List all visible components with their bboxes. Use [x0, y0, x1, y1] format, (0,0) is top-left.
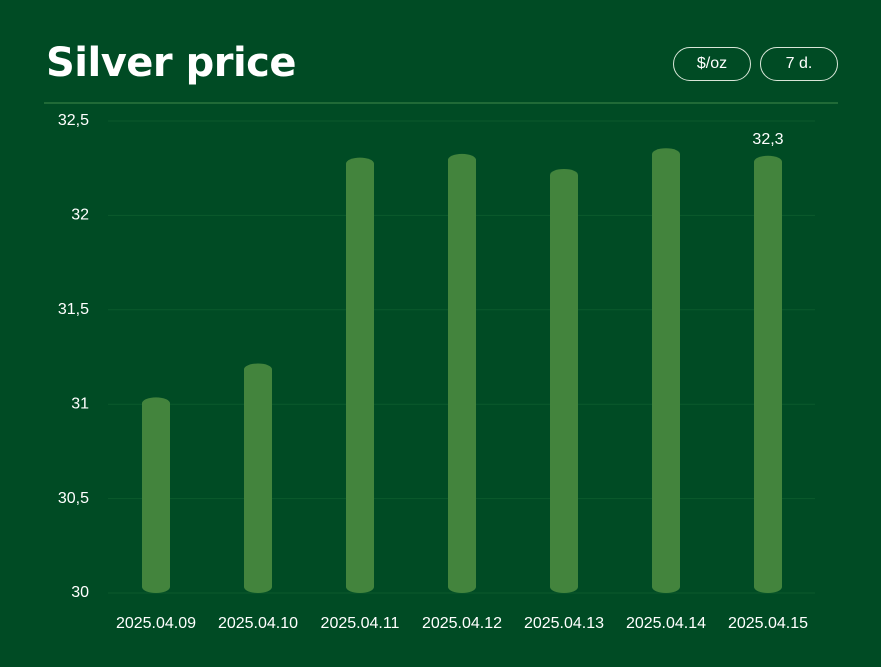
bar	[448, 153, 476, 593]
bar	[550, 168, 578, 593]
x-tick-label: 2025.04.09	[116, 615, 196, 632]
x-tick-label: 2025.04.12	[422, 615, 502, 632]
x-tick-label: 2025.04.11	[321, 615, 400, 632]
chart-title: Silver price	[46, 40, 297, 86]
bar	[142, 397, 170, 593]
y-tick-label: 32	[71, 207, 89, 224]
value-label: 32,3	[752, 131, 783, 148]
y-tick-label: 31	[71, 395, 89, 412]
bar	[346, 157, 374, 593]
y-tick-label: 31,5	[58, 301, 89, 318]
x-tick-label: 2025.04.14	[626, 615, 706, 632]
bar	[652, 148, 680, 593]
y-tick-label: 30,5	[58, 490, 89, 507]
y-tick-label: 32,5	[58, 112, 89, 129]
x-tick-label: 2025.04.15	[728, 615, 808, 632]
x-tick-label: 2025.04.13	[524, 615, 604, 632]
unit-button[interactable]: $/oz	[673, 47, 751, 81]
period-button[interactable]: 7 d.	[760, 47, 838, 81]
y-tick-label: 30	[71, 584, 89, 601]
x-tick-label: 2025.04.10	[218, 615, 298, 632]
bar	[754, 155, 782, 593]
bar	[244, 363, 272, 593]
